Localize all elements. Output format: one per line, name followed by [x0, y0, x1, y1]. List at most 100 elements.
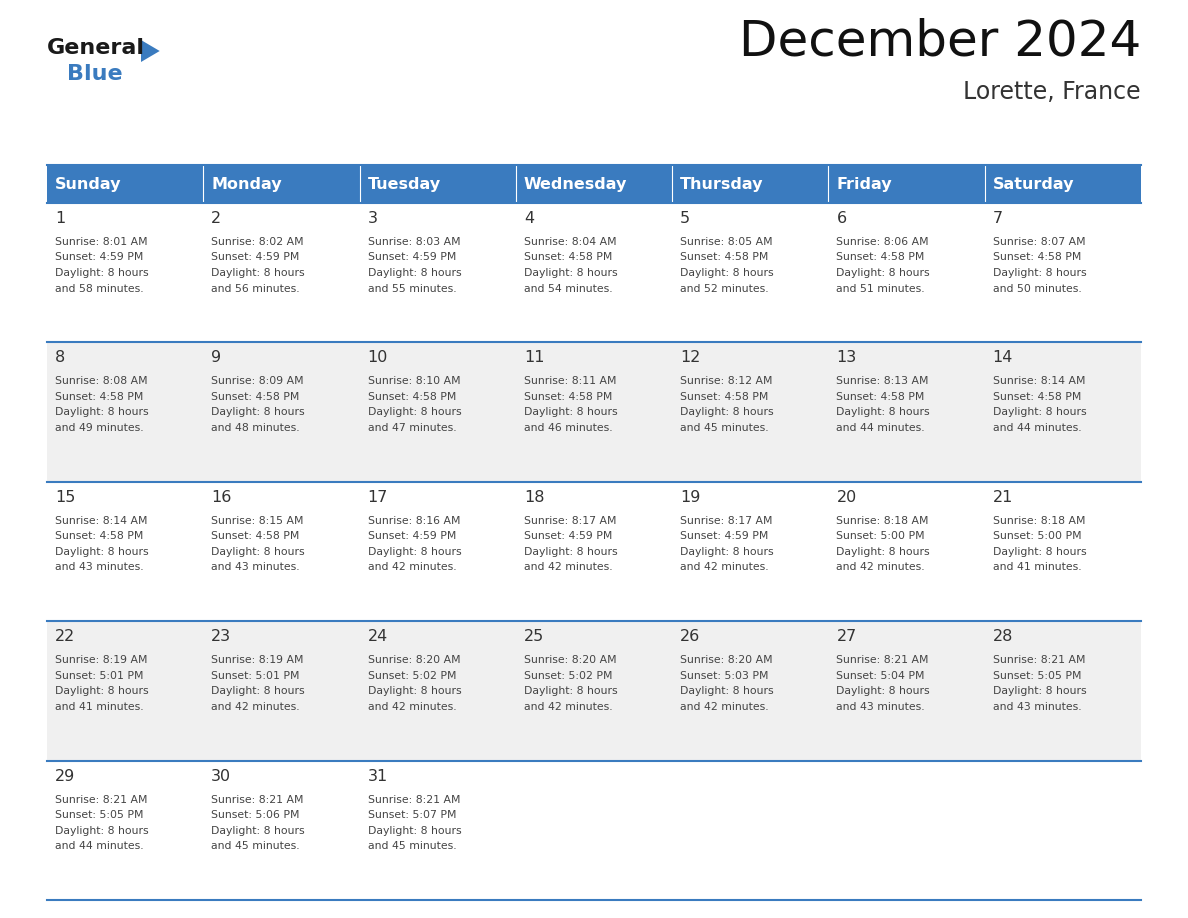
- Text: and 42 minutes.: and 42 minutes.: [524, 701, 613, 711]
- Text: and 42 minutes.: and 42 minutes.: [367, 701, 456, 711]
- Text: Sunset: 5:04 PM: Sunset: 5:04 PM: [836, 671, 925, 681]
- Text: Sunrise: 8:18 AM: Sunrise: 8:18 AM: [993, 516, 1085, 526]
- Text: Sunset: 4:58 PM: Sunset: 4:58 PM: [55, 392, 144, 402]
- Text: and 41 minutes.: and 41 minutes.: [993, 563, 1081, 572]
- Text: Sunrise: 8:16 AM: Sunrise: 8:16 AM: [367, 516, 460, 526]
- Text: Daylight: 8 hours: Daylight: 8 hours: [836, 547, 930, 557]
- Text: Sunrise: 8:09 AM: Sunrise: 8:09 AM: [211, 376, 304, 386]
- Text: Sunday: Sunday: [55, 176, 121, 192]
- Bar: [360, 165, 516, 203]
- Text: and 46 minutes.: and 46 minutes.: [524, 423, 613, 433]
- Bar: [48, 342, 1140, 482]
- Text: Daylight: 8 hours: Daylight: 8 hours: [55, 825, 148, 835]
- Text: Daylight: 8 hours: Daylight: 8 hours: [55, 408, 148, 418]
- Text: and 50 minutes.: and 50 minutes.: [993, 284, 1081, 294]
- Text: 20: 20: [836, 490, 857, 505]
- Text: Sunset: 4:59 PM: Sunset: 4:59 PM: [367, 252, 456, 263]
- Text: and 56 minutes.: and 56 minutes.: [211, 284, 299, 294]
- Text: 16: 16: [211, 490, 232, 505]
- Text: Daylight: 8 hours: Daylight: 8 hours: [836, 408, 930, 418]
- Text: Daylight: 8 hours: Daylight: 8 hours: [211, 825, 305, 835]
- Text: Sunset: 4:59 PM: Sunset: 4:59 PM: [367, 532, 456, 542]
- Text: Sunrise: 8:15 AM: Sunrise: 8:15 AM: [211, 516, 304, 526]
- Text: and 43 minutes.: and 43 minutes.: [55, 563, 144, 572]
- Text: and 45 minutes.: and 45 minutes.: [681, 423, 769, 433]
- Text: and 41 minutes.: and 41 minutes.: [55, 701, 144, 711]
- Text: Sunset: 5:05 PM: Sunset: 5:05 PM: [55, 810, 144, 820]
- Text: Sunset: 4:58 PM: Sunset: 4:58 PM: [993, 392, 1081, 402]
- Text: Sunrise: 8:18 AM: Sunrise: 8:18 AM: [836, 516, 929, 526]
- Text: and 54 minutes.: and 54 minutes.: [524, 284, 613, 294]
- Text: Daylight: 8 hours: Daylight: 8 hours: [55, 268, 148, 278]
- Text: Sunset: 4:58 PM: Sunset: 4:58 PM: [524, 392, 612, 402]
- Text: 14: 14: [993, 351, 1013, 365]
- Text: Daylight: 8 hours: Daylight: 8 hours: [524, 547, 618, 557]
- Text: Sunset: 4:58 PM: Sunset: 4:58 PM: [524, 252, 612, 263]
- Text: Daylight: 8 hours: Daylight: 8 hours: [211, 408, 305, 418]
- Text: Daylight: 8 hours: Daylight: 8 hours: [836, 268, 930, 278]
- Text: 1: 1: [55, 211, 65, 226]
- Text: 8: 8: [55, 351, 65, 365]
- Text: Sunrise: 8:21 AM: Sunrise: 8:21 AM: [211, 795, 304, 804]
- Text: 27: 27: [836, 629, 857, 644]
- Bar: [48, 165, 203, 203]
- Text: and 52 minutes.: and 52 minutes.: [681, 284, 769, 294]
- Text: Sunset: 4:58 PM: Sunset: 4:58 PM: [211, 532, 299, 542]
- Text: 2: 2: [211, 211, 221, 226]
- Text: and 42 minutes.: and 42 minutes.: [524, 563, 613, 572]
- Text: and 51 minutes.: and 51 minutes.: [836, 284, 925, 294]
- Text: Daylight: 8 hours: Daylight: 8 hours: [367, 408, 461, 418]
- Text: Sunrise: 8:19 AM: Sunrise: 8:19 AM: [55, 655, 147, 666]
- Text: and 44 minutes.: and 44 minutes.: [836, 423, 925, 433]
- Text: Sunrise: 8:01 AM: Sunrise: 8:01 AM: [55, 237, 147, 247]
- Text: Daylight: 8 hours: Daylight: 8 hours: [211, 268, 305, 278]
- Bar: [48, 482, 1140, 621]
- Text: Sunrise: 8:02 AM: Sunrise: 8:02 AM: [211, 237, 304, 247]
- Text: and 42 minutes.: and 42 minutes.: [211, 701, 299, 711]
- Text: Sunrise: 8:20 AM: Sunrise: 8:20 AM: [524, 655, 617, 666]
- Text: Daylight: 8 hours: Daylight: 8 hours: [681, 408, 773, 418]
- Text: 19: 19: [681, 490, 701, 505]
- Text: Daylight: 8 hours: Daylight: 8 hours: [836, 686, 930, 696]
- Text: Sunrise: 8:21 AM: Sunrise: 8:21 AM: [55, 795, 147, 804]
- Text: Sunset: 5:02 PM: Sunset: 5:02 PM: [524, 671, 612, 681]
- Text: and 44 minutes.: and 44 minutes.: [993, 423, 1081, 433]
- Bar: [516, 165, 672, 203]
- Text: 17: 17: [367, 490, 388, 505]
- Text: Sunrise: 8:03 AM: Sunrise: 8:03 AM: [367, 237, 460, 247]
- Text: Sunrise: 8:17 AM: Sunrise: 8:17 AM: [681, 516, 772, 526]
- Text: and 47 minutes.: and 47 minutes.: [367, 423, 456, 433]
- Text: and 42 minutes.: and 42 minutes.: [836, 563, 925, 572]
- Text: 12: 12: [681, 351, 701, 365]
- Bar: [828, 165, 985, 203]
- Text: Sunset: 4:58 PM: Sunset: 4:58 PM: [367, 392, 456, 402]
- Text: Daylight: 8 hours: Daylight: 8 hours: [367, 686, 461, 696]
- Text: 30: 30: [211, 768, 232, 784]
- Text: 23: 23: [211, 629, 232, 644]
- Text: Thursday: Thursday: [681, 176, 764, 192]
- Text: Daylight: 8 hours: Daylight: 8 hours: [367, 268, 461, 278]
- Text: 24: 24: [367, 629, 387, 644]
- Polygon shape: [141, 40, 159, 62]
- Text: Sunrise: 8:14 AM: Sunrise: 8:14 AM: [993, 376, 1085, 386]
- Text: Sunrise: 8:06 AM: Sunrise: 8:06 AM: [836, 237, 929, 247]
- Text: and 55 minutes.: and 55 minutes.: [367, 284, 456, 294]
- Text: Sunrise: 8:04 AM: Sunrise: 8:04 AM: [524, 237, 617, 247]
- Text: and 42 minutes.: and 42 minutes.: [681, 701, 769, 711]
- Text: Sunrise: 8:05 AM: Sunrise: 8:05 AM: [681, 237, 772, 247]
- Text: Sunset: 4:58 PM: Sunset: 4:58 PM: [993, 252, 1081, 263]
- Bar: [985, 165, 1140, 203]
- Text: Tuesday: Tuesday: [367, 176, 441, 192]
- Bar: [672, 165, 828, 203]
- Text: Daylight: 8 hours: Daylight: 8 hours: [681, 686, 773, 696]
- Text: Daylight: 8 hours: Daylight: 8 hours: [681, 268, 773, 278]
- Text: and 43 minutes.: and 43 minutes.: [836, 701, 925, 711]
- Text: 21: 21: [993, 490, 1013, 505]
- Text: Sunset: 5:01 PM: Sunset: 5:01 PM: [55, 671, 144, 681]
- Text: Sunset: 4:58 PM: Sunset: 4:58 PM: [836, 392, 924, 402]
- Text: Daylight: 8 hours: Daylight: 8 hours: [367, 825, 461, 835]
- Text: Sunset: 5:03 PM: Sunset: 5:03 PM: [681, 671, 769, 681]
- Text: Sunset: 4:58 PM: Sunset: 4:58 PM: [211, 392, 299, 402]
- Text: 13: 13: [836, 351, 857, 365]
- Text: Sunrise: 8:07 AM: Sunrise: 8:07 AM: [993, 237, 1086, 247]
